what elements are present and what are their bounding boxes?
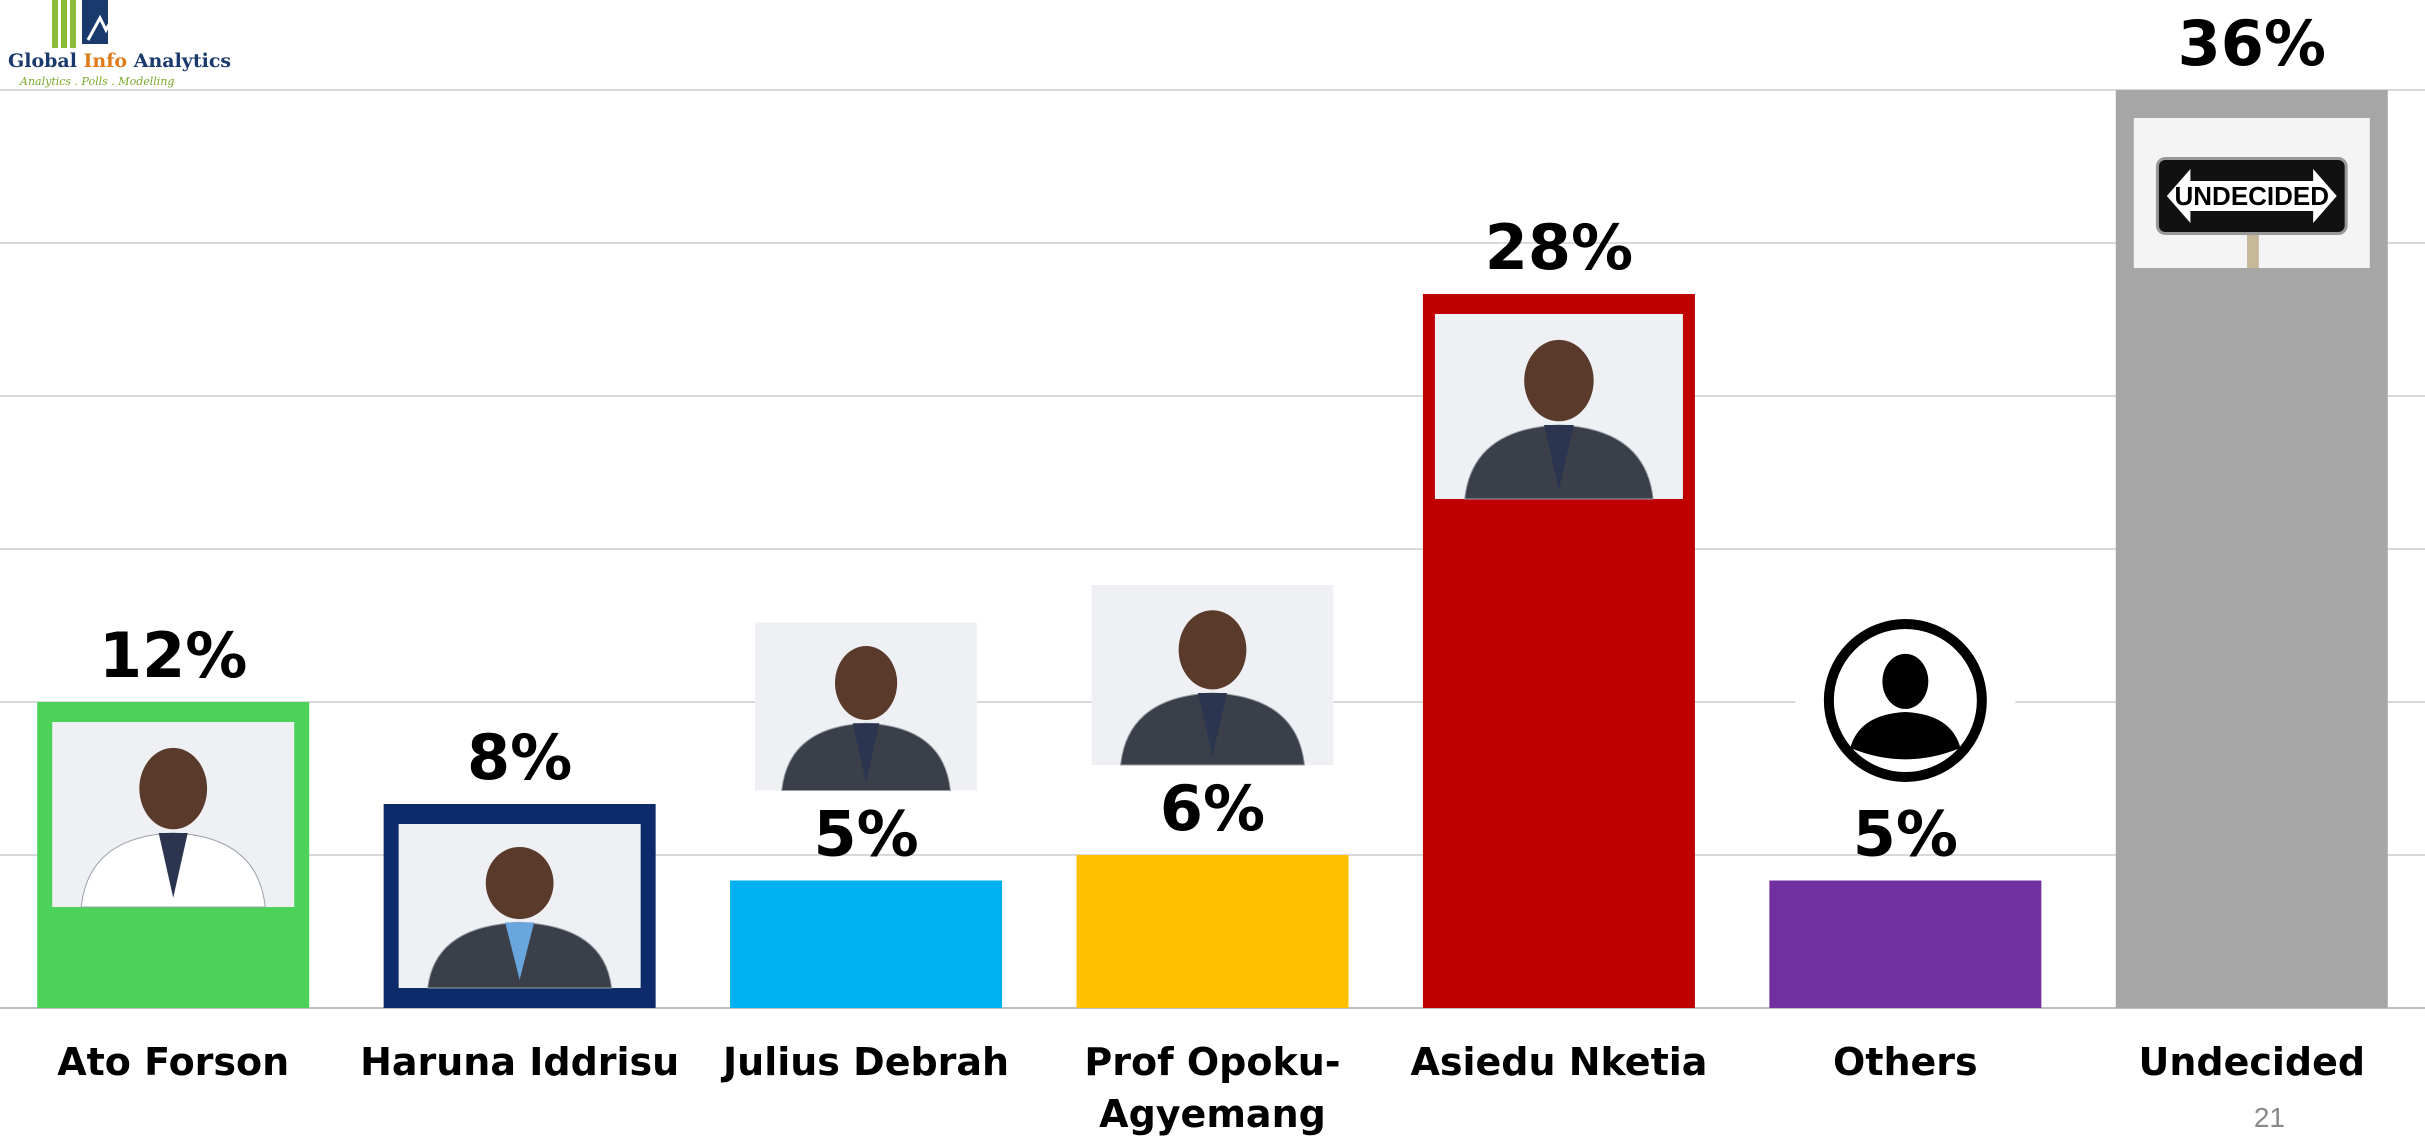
photo-face [485,846,554,920]
photo-tie [852,723,880,783]
photo-tie [505,922,535,980]
bar [1769,880,2042,1008]
bar [1076,855,1349,1008]
bar-group: 5% Others [1769,615,2042,1084]
data-label: 5% [813,798,918,871]
category-label: Ato Forson [57,1040,289,1084]
logo-title: Global Info Analytics [8,50,232,72]
photo-face [1524,339,1594,422]
category-label: Agyemang [1099,1092,1326,1136]
candidate-photo [755,622,978,791]
logo-tagline: Analytics . Polls . Modelling [20,75,175,88]
bar-group: 6% Prof Opoku- Agyemang [1076,585,1349,1136]
data-label: 28% [1485,211,1633,284]
person-silhouette-icon [1795,615,2016,786]
photo-tie [158,833,188,898]
logo: Global Info Analytics Analytics . Polls … [8,0,231,95]
bar-group: UNDECIDED 36% Undecided [2115,7,2388,1084]
silhouette-body [1850,711,1961,760]
bar-group: 8% Haruna Iddrisu [360,721,679,1084]
photo-tie [1197,693,1228,756]
candidate-photo [52,722,295,908]
bar-group: 12% Ato Forson [37,619,310,1084]
category-label: Julius Debrah [720,1040,1009,1084]
candidate-photo [1434,314,1683,500]
sign-double-arrow [2166,169,2337,223]
photo-tie [1544,425,1574,490]
photo-face [1178,610,1247,690]
data-label: 8% [467,721,572,794]
candidate-photo [1091,585,1334,766]
data-label: 6% [1160,772,1265,845]
page-number: 21 [2253,1102,2285,1133]
bar-group: 5% Julius Debrah [720,622,1009,1084]
category-label: Others [1833,1040,1978,1084]
data-label: 12% [99,619,247,692]
category-label: Undecided [2138,1040,2365,1084]
silhouette-head [1882,653,1929,709]
sign-text: UNDECIDED [2174,181,2329,211]
category-label: Prof Opoku- [1084,1040,1340,1084]
photo-face [139,747,208,830]
undecided-sign-image: UNDECIDED [2133,118,2370,268]
data-label: 36% [2178,7,2326,80]
category-label: Haruna Iddrisu [360,1040,679,1084]
bar-group: 28% Asiedu Nketia [1410,211,1707,1084]
data-label: 5% [1853,798,1958,871]
category-label: Asiedu Nketia [1410,1040,1707,1084]
candidate-photo [398,824,641,989]
bar [730,880,1003,1008]
sign-post [2247,223,2259,268]
photo-face [834,646,898,720]
